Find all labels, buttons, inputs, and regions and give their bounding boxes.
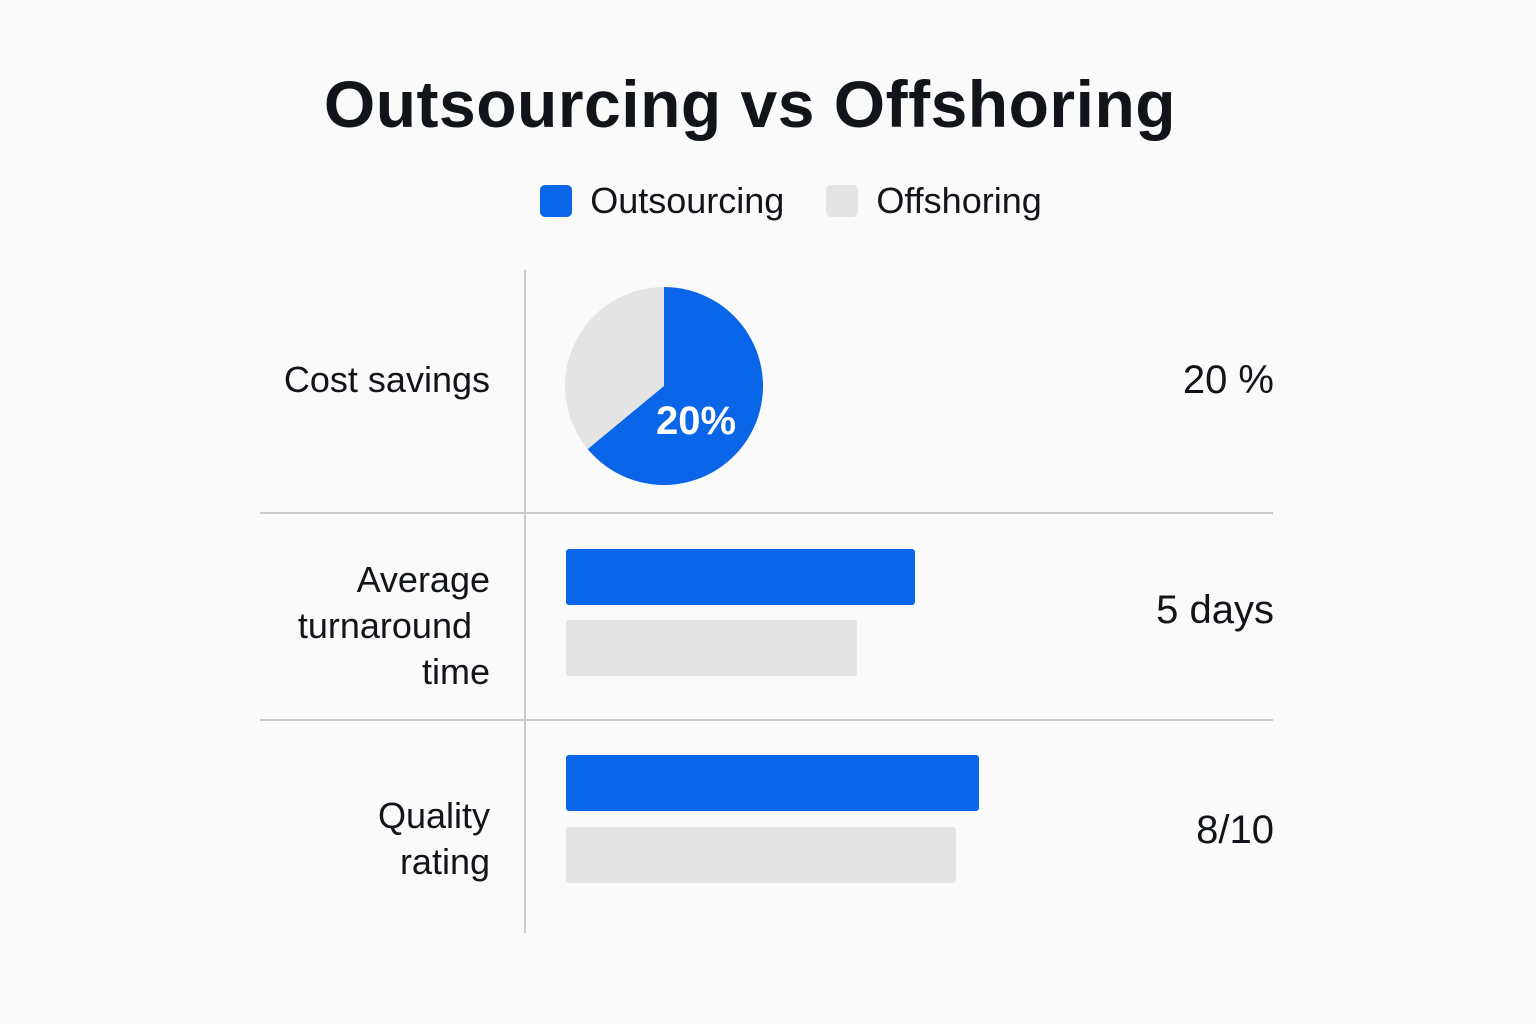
- row-label-quality-line-2: rating: [399, 841, 490, 882]
- row-label-turnaround: Average turnaround time: [250, 557, 490, 695]
- pie-slice-outsourcing: [587, 287, 763, 485]
- row-value-cost-savings: 20 %: [1182, 358, 1274, 402]
- row-divider-1: [260, 512, 1273, 514]
- legend-item-offshoring: Offshoring: [826, 180, 1042, 222]
- cost-savings-pie: 20%: [565, 287, 763, 485]
- row-label-quality: Quality rating: [250, 793, 490, 885]
- row-label-turnaround-line-3: time: [421, 651, 490, 692]
- legend-label-offshoring: Offshoring: [876, 180, 1042, 221]
- legend-item-outsourcing: Outsourcing: [540, 180, 784, 222]
- legend: Outsourcing Offshoring: [0, 180, 1536, 222]
- pie-slice-offshoring: [565, 287, 664, 450]
- row-value-quality: 8/10: [1196, 808, 1274, 852]
- legend-swatch-outsourcing: [540, 185, 573, 217]
- row-label-quality-line-1: Quality: [377, 795, 490, 836]
- column-divider: [524, 270, 526, 933]
- chart-title: Outsourcing vs Offshoring: [323, 67, 1177, 141]
- row-label-turnaround-line-2: turnaround: [297, 605, 472, 646]
- row-value-turnaround: 5 days: [1156, 588, 1274, 632]
- bar-quality-offshoring: [566, 827, 956, 883]
- row-label-turnaround-line-1: Average: [356, 559, 490, 600]
- pie-slice-label: 20%: [656, 399, 736, 443]
- bar-turnaround-outsourcing: [566, 549, 915, 605]
- bar-quality-outsourcing: [566, 755, 979, 811]
- legend-label-outsourcing: Outsourcing: [590, 180, 785, 221]
- legend-swatch-offshoring: [826, 185, 859, 217]
- row-divider-2: [260, 719, 1273, 721]
- bar-turnaround-offshoring: [566, 620, 857, 676]
- row-label-cost-savings: Cost savings: [283, 359, 490, 400]
